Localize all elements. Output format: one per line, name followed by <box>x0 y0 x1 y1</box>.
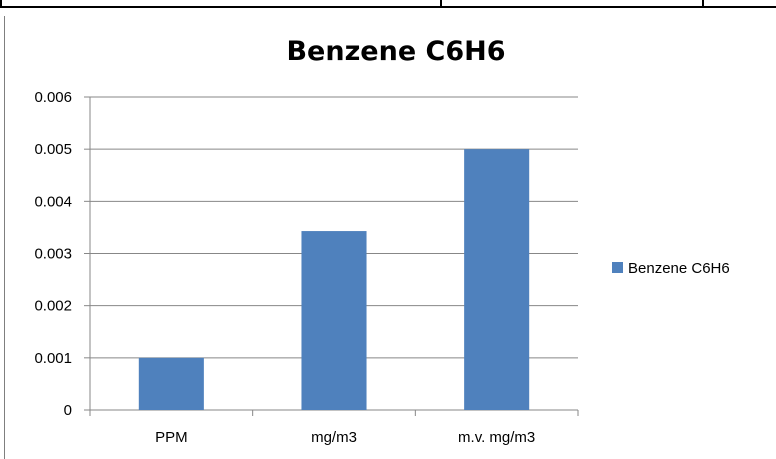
x-tick-labels: PPM mg/m3 m.v. mg/m3 <box>155 429 535 446</box>
chart-frame <box>4 16 776 459</box>
legend: Benzene C6H6 <box>612 260 730 277</box>
table-border-divider-1 <box>440 0 442 8</box>
bar <box>138 357 204 410</box>
x-tick-label: mg/m3 <box>311 429 357 446</box>
chart-title: Benzene C6H6 <box>286 36 505 67</box>
table-border-divider-2 <box>702 0 704 8</box>
y-tick-labels: 0 0.001 0.002 0.003 0.004 0.005 0.006 <box>34 89 72 419</box>
y-tick-label: 0.002 <box>34 298 72 315</box>
y-tick-label: 0 <box>64 402 72 419</box>
x-tick-label: PPM <box>155 429 188 446</box>
legend-label: Benzene C6H6 <box>628 260 730 277</box>
y-tick-label: 0.001 <box>34 350 72 367</box>
table-row-remnant <box>0 0 776 8</box>
y-tick-label: 0.004 <box>34 193 72 210</box>
bar <box>464 149 530 410</box>
y-tick-label: 0.003 <box>34 246 72 263</box>
table-border-left <box>0 0 2 8</box>
y-tick-label: 0.006 <box>34 89 72 106</box>
y-tick-label: 0.005 <box>34 141 72 158</box>
x-tick-label: m.v. mg/m3 <box>458 429 535 446</box>
bar <box>301 231 367 410</box>
table-border-bottom <box>0 6 776 8</box>
legend-swatch <box>612 262 623 273</box>
bars <box>138 149 530 410</box>
